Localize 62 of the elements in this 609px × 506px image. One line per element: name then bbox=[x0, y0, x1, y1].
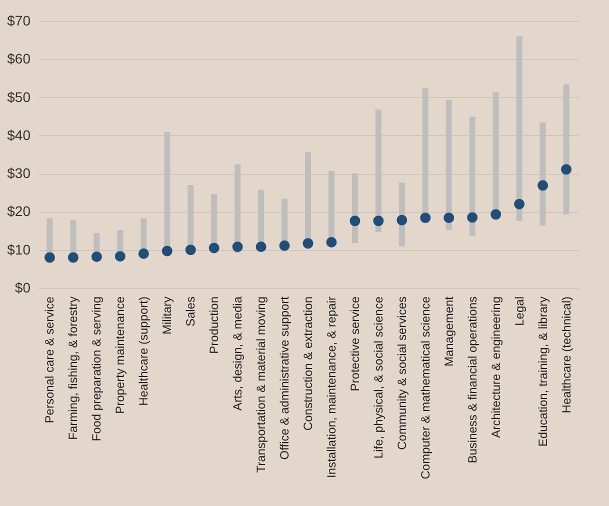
point bbox=[373, 216, 384, 226]
point bbox=[256, 242, 266, 252]
x-tick-label: Protective service bbox=[348, 296, 362, 392]
bar bbox=[446, 100, 452, 230]
x-tick-label: Office & administrative support bbox=[278, 296, 292, 460]
x-tick-label: Architecture & engineering bbox=[488, 296, 503, 438]
bar bbox=[516, 36, 522, 221]
point bbox=[114, 251, 126, 262]
x-tick-label: Management bbox=[442, 296, 456, 367]
x-tick-label: Property maintenance bbox=[113, 296, 128, 414]
point bbox=[68, 252, 78, 263]
point bbox=[302, 238, 314, 249]
point bbox=[490, 209, 502, 220]
y-tick-label: $0 bbox=[14, 280, 31, 296]
point bbox=[232, 242, 243, 252]
y-tick-label: $20 bbox=[7, 203, 31, 220]
point bbox=[467, 212, 478, 223]
x-tick-label: Military bbox=[160, 296, 174, 334]
y-tick-label: $60 bbox=[7, 50, 31, 67]
x-tick-label: Healthcare (technical) bbox=[559, 296, 574, 414]
point bbox=[420, 212, 431, 224]
point bbox=[350, 216, 360, 226]
bar bbox=[469, 116, 476, 236]
bar bbox=[540, 122, 546, 226]
x-tick-label: Healthcare (support) bbox=[136, 296, 151, 406]
x-tick-label: Installation, maintenance, & repair bbox=[324, 296, 338, 478]
point bbox=[91, 251, 102, 262]
x-tick-label: Arts, design, & media bbox=[230, 296, 245, 411]
bar bbox=[563, 84, 570, 214]
point bbox=[44, 252, 55, 263]
x-tick-label: Farming, fishing, & forestry bbox=[66, 296, 80, 440]
x-tick-label: Business & financial operations bbox=[465, 296, 480, 464]
x-tick-label: Life, physical, & social science bbox=[371, 296, 386, 459]
x-tick-label: Food preparation & serving bbox=[90, 296, 104, 442]
x-tick-label: Production bbox=[207, 296, 222, 354]
point bbox=[444, 212, 454, 224]
point bbox=[538, 180, 548, 191]
x-tick-label: Transportation & material moving bbox=[254, 296, 268, 473]
point bbox=[162, 246, 172, 256]
y-tick-label: $70 bbox=[7, 12, 31, 28]
point bbox=[185, 244, 196, 256]
point bbox=[561, 164, 572, 175]
y-tick-label: $50 bbox=[7, 88, 31, 105]
bar bbox=[422, 88, 428, 224]
point bbox=[138, 248, 149, 259]
point bbox=[279, 240, 290, 251]
x-tick-label: Computer & mathematical science bbox=[418, 296, 432, 480]
point bbox=[396, 214, 408, 226]
y-tick-label: $40 bbox=[7, 126, 31, 143]
x-tick-label: Legal bbox=[512, 296, 526, 326]
x-tick-label: Construction & extraction bbox=[301, 296, 315, 431]
y-tick-label: $30 bbox=[7, 165, 31, 182]
x-tick-label: Personal care & service bbox=[42, 296, 57, 424]
x-tick-label: Community & social services bbox=[394, 296, 409, 450]
x-tick-label: Education, training, & library bbox=[536, 296, 550, 447]
y-tick-label: $10 bbox=[7, 241, 31, 258]
bar bbox=[492, 92, 499, 220]
point bbox=[514, 198, 525, 210]
point bbox=[326, 236, 337, 248]
bar bbox=[375, 109, 382, 232]
point bbox=[208, 242, 220, 254]
x-tick-label: Sales bbox=[184, 296, 198, 327]
